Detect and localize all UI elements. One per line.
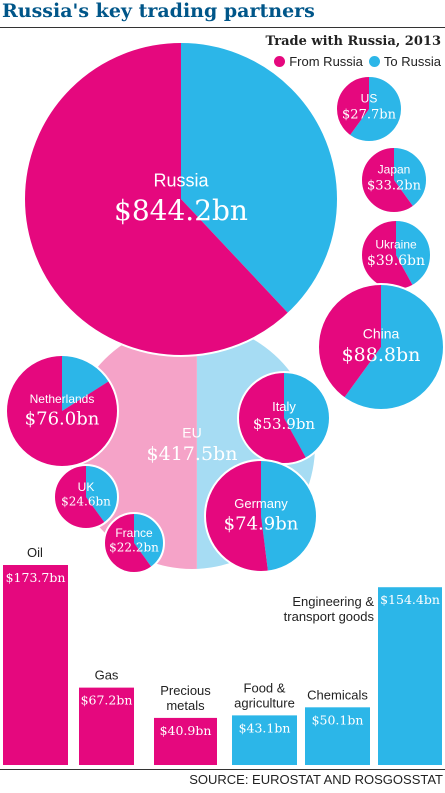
- bar-precious-metals-label: Precious metals: [160, 683, 211, 713]
- bubble-us: US$27.7bn: [335, 75, 403, 143]
- bubble-germany-to-russia: [261, 460, 318, 572]
- bar-group-oil: $173.7bn Oil: [3, 545, 68, 765]
- bubble-germany-label: Germany: [234, 496, 288, 511]
- bubble-japan-label: Japan: [378, 163, 411, 177]
- chart-subtitle: Trade with Russia, 2013: [265, 34, 442, 49]
- bubble-us-to-russia: [349, 76, 402, 142]
- bar-group-chemicals: $50.1bn Chemicals: [305, 687, 370, 765]
- bubble-japan-value: $33.2bn: [367, 178, 422, 193]
- bubble-italy: Italy$53.9bn: [237, 371, 331, 465]
- bar-precious-metals: [154, 717, 217, 765]
- bubble-russia-from-russia: [24, 42, 289, 356]
- bubble-germany-value: $74.9bn: [224, 513, 299, 534]
- source-rule: [0, 769, 445, 770]
- bubble-ukraine-from-russia: [361, 220, 413, 290]
- bubble-france-from-russia: [104, 513, 152, 573]
- bar-group-precious-metals: $40.9bn Precious metals: [154, 683, 217, 765]
- bubble-china-to-russia: [343, 284, 445, 411]
- bubble-france: France$22.2bn: [103, 512, 165, 574]
- bubble-italy-from-russia: [237, 372, 307, 465]
- bubble-netherlands: Netherlands $76.0bn: [5, 354, 119, 468]
- bar-engineering-transport-goods-value: $154.4bn: [380, 592, 440, 607]
- bar-gas-label: Gas: [95, 668, 119, 683]
- bubble-uk-to-russia: [86, 465, 119, 523]
- bubble-netherlands-from-russia: [5, 355, 118, 467]
- bubble-us-value: $27.7bn: [342, 107, 397, 122]
- bubble-ukraine-value: $39.6bn: [367, 253, 425, 269]
- bar-engineering-transport-goods-label: Engineering & transport goods: [284, 594, 375, 624]
- bubble-china-value: $88.8bn: [342, 344, 421, 366]
- bar-group-gas: $67.2bn Gas: [79, 668, 134, 765]
- bubble-netherlands-to-russia: [62, 355, 110, 411]
- legend-to-label: To Russia: [383, 54, 441, 69]
- title-rule: [0, 27, 445, 28]
- bubble-ukraine-to-russia: [396, 219, 432, 286]
- bubble-uk-from-russia: [54, 465, 105, 529]
- bar-group-food-agriculture: $43.1bn Food & agriculture: [232, 680, 297, 765]
- bubble-netherlands-value: $76.0bn: [25, 409, 100, 430]
- bar-precious-metals-value: $40.9bn: [160, 723, 212, 738]
- bubble-japan-from-russia: [361, 147, 414, 213]
- bar-engineering-transport-goods: [378, 587, 442, 765]
- bar-gas: [79, 687, 134, 765]
- bar-food-agriculture-value: $43.1bn: [239, 720, 291, 735]
- bubble-russia-to-russia: [181, 42, 339, 314]
- bubble-eu-value: $417.5bn: [147, 443, 238, 465]
- bubble-uk-label: UK: [78, 480, 95, 494]
- bubble-italy-to-russia: [284, 372, 330, 459]
- legend-from-swatch: [274, 56, 286, 67]
- bubble-china-from-russia: [318, 284, 381, 398]
- legend-from-label: From Russia: [289, 54, 363, 69]
- bubble-france-value: $22.2bn: [109, 540, 159, 554]
- bubble-japan: Japan$33.2bn: [360, 146, 428, 214]
- bubble-japan-to-russia: [394, 147, 427, 207]
- bubble-ukraine-label: Ukraine: [375, 237, 417, 251]
- source-note: SOURCE: EUROSTAT AND ROSGOSSTAT: [189, 772, 443, 787]
- bubble-russia-label: Russia: [153, 171, 209, 191]
- legend: From Russia To Russia: [268, 54, 441, 69]
- bubble-france-to-russia: [134, 513, 165, 568]
- bar-chemicals: [305, 707, 370, 765]
- bar-gas-value: $67.2bn: [81, 693, 133, 708]
- bubble-germany: Germany $74.9bn: [204, 459, 318, 573]
- bubble-italy-value: $53.9bn: [253, 415, 316, 433]
- bubble-france-label: France: [115, 526, 153, 540]
- legend-to-swatch: [368, 56, 380, 67]
- bubble-us-from-russia: [336, 76, 369, 136]
- bar-oil-label: Oil: [27, 545, 43, 560]
- bubble-us-label: US: [361, 92, 378, 106]
- page-title: Russia's key trading partners: [2, 0, 315, 22]
- bar-chemicals-label: Chemicals: [307, 687, 368, 702]
- bar-oil-value: $173.7bn: [6, 570, 66, 585]
- bubble-russia-value: $844.2bn: [114, 194, 248, 227]
- bar-food-agriculture-label: Food & agriculture: [234, 680, 295, 710]
- bar-group-engineering-transport-goods: $154.4bn Engineering & transport goods: [284, 587, 442, 765]
- legend-to-russia: To Russia: [368, 54, 441, 69]
- bubble-eu-label: EU: [182, 424, 201, 440]
- legend-from-russia: From Russia: [274, 54, 363, 69]
- bubble-china-label: China: [363, 325, 400, 341]
- bubble-germany-from-russia: [205, 460, 269, 572]
- bubble-uk: UK$24.6bn: [53, 464, 119, 530]
- bubble-italy-label: Italy: [272, 399, 296, 414]
- bubble-uk-value: $24.6bn: [61, 494, 111, 508]
- bar-oil: [3, 565, 68, 765]
- bubble-ukraine: Ukraine $39.6bn: [360, 219, 432, 291]
- bar-food-agriculture: [232, 715, 297, 765]
- bubble-china: China $88.8bn: [317, 283, 445, 411]
- bubble-russia: Russia $844.2bn: [23, 41, 339, 357]
- bar-chemicals-value: $50.1bn: [312, 712, 364, 727]
- bubble-netherlands-label: Netherlands: [30, 392, 95, 406]
